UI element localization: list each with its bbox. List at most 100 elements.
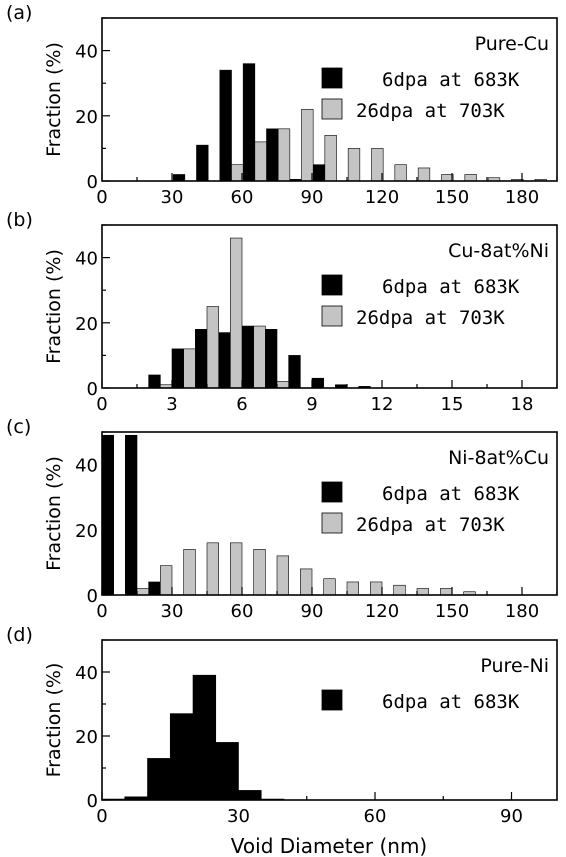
bar-gray bbox=[393, 584, 406, 596]
y-axis-label: Fraction (%) bbox=[43, 249, 65, 364]
legend-label: 26dpa at 703K bbox=[356, 307, 505, 329]
bar-black bbox=[169, 713, 194, 801]
bar-gray bbox=[276, 555, 289, 596]
bar-black bbox=[218, 332, 231, 389]
x-tick-label: 18 bbox=[511, 394, 534, 415]
bar-gray bbox=[324, 135, 337, 182]
bar-gray bbox=[300, 568, 313, 596]
x-tick-label: 120 bbox=[365, 187, 399, 208]
plot-frame bbox=[101, 224, 558, 389]
y-tick-label: 40 bbox=[75, 42, 98, 63]
y-tick-label: 0 bbox=[87, 172, 98, 193]
y-tick-label: 20 bbox=[75, 521, 98, 542]
y-axis-label: Fraction (%) bbox=[43, 663, 65, 778]
y-axis-label: Fraction (%) bbox=[43, 42, 65, 157]
bar-gray bbox=[276, 381, 289, 389]
bar-black bbox=[219, 69, 232, 182]
legend-label: 6dpa at 683K bbox=[382, 276, 520, 298]
legend-swatch bbox=[321, 67, 343, 89]
plot-frame bbox=[101, 639, 558, 801]
bar-gray bbox=[230, 237, 243, 389]
x-tick-label: 0 bbox=[96, 601, 107, 622]
bar-gray bbox=[417, 167, 431, 182]
bar-black bbox=[148, 374, 161, 389]
bar-gray bbox=[254, 141, 267, 182]
x-tick-label: 12 bbox=[371, 394, 394, 415]
y-tick-label: 0 bbox=[87, 791, 98, 812]
material-title: Pure-Ni bbox=[480, 655, 549, 677]
bar-gray bbox=[301, 108, 314, 182]
bar-gray bbox=[346, 581, 359, 596]
bar-black bbox=[241, 325, 254, 389]
bar-black bbox=[172, 174, 186, 182]
bar-black bbox=[312, 164, 326, 182]
x-tick-label: 120 bbox=[365, 601, 399, 622]
y-axis-label: Fraction (%) bbox=[43, 456, 65, 571]
material-title: Cu-8at%Ni bbox=[448, 240, 549, 262]
bar-black bbox=[171, 348, 184, 389]
x-tick-label: 150 bbox=[435, 601, 469, 622]
chart-panel-b: 0 3 6 9 12 15 18 0 20 40 Fraction (%) (b) Cu-8at%Ni 6… bbox=[6, 209, 558, 415]
x-tick-label: 60 bbox=[231, 601, 254, 622]
bar-gray bbox=[347, 148, 361, 182]
x-axis-label: Void Diameter (nm) bbox=[231, 834, 427, 857]
bar-black bbox=[192, 674, 217, 801]
x-tick-label: 30 bbox=[161, 601, 184, 622]
bar-gray bbox=[464, 174, 477, 182]
legend-label: 6dpa at 683K bbox=[382, 69, 520, 91]
x-tick-label: 0 bbox=[96, 187, 107, 208]
legend-swatch bbox=[321, 98, 343, 120]
y-tick-label: 20 bbox=[75, 107, 98, 128]
bar-black bbox=[147, 758, 171, 801]
bar-gray bbox=[230, 542, 243, 596]
x-tick-label: 180 bbox=[505, 187, 539, 208]
legend-swatch bbox=[321, 481, 343, 503]
panel-label: (a) bbox=[6, 2, 32, 24]
bar-black bbox=[238, 790, 262, 801]
bar-gray bbox=[206, 542, 219, 596]
x-tick-label: 15 bbox=[441, 394, 464, 415]
y-tick-label: 20 bbox=[75, 314, 98, 335]
legend-label: 6dpa at 683K bbox=[382, 483, 520, 505]
legend-label: 26dpa at 703K bbox=[356, 100, 505, 122]
x-tick-label: 6 bbox=[236, 394, 247, 415]
bar-gray bbox=[394, 164, 407, 182]
material-title: Ni-8at%Cu bbox=[448, 447, 549, 469]
plot-frame bbox=[101, 431, 558, 596]
legend-swatch bbox=[321, 305, 343, 327]
material-title: Pure-Cu bbox=[475, 33, 549, 55]
x-tick-label: 180 bbox=[505, 601, 539, 622]
y-tick-label: 0 bbox=[87, 586, 98, 607]
bar-gray bbox=[183, 549, 196, 596]
bar-black bbox=[215, 742, 239, 801]
bar-gray bbox=[136, 588, 149, 596]
bar-gray bbox=[253, 325, 266, 389]
bar-gray bbox=[370, 581, 383, 596]
chart-panel-d: 0 30 60 90 0 20 40 Fraction (%) (d) Pure-Ni 6dpa a… bbox=[6, 624, 558, 857]
chart-panel-a: 0 30 60 90 120 150 180 0 20 40 Fraction (%) (a) Pure… bbox=[6, 2, 558, 208]
y-tick-label: 20 bbox=[75, 727, 98, 748]
bar-black bbox=[196, 144, 209, 182]
bar-black bbox=[148, 581, 161, 596]
bar-gray bbox=[323, 578, 336, 596]
y-tick-label: 40 bbox=[75, 249, 98, 270]
panel-label: (c) bbox=[6, 416, 31, 438]
x-tick-label: 60 bbox=[364, 806, 387, 827]
x-tick-label: 150 bbox=[435, 187, 469, 208]
panel-label: (b) bbox=[6, 209, 33, 231]
chart-panel-c: 0 30 60 90 120 150 180 0 20 40 Fraction (%) (c) Ni-8… bbox=[6, 416, 558, 622]
bar-black bbox=[242, 63, 256, 182]
bar-black bbox=[311, 377, 324, 389]
x-tick-label: 0 bbox=[96, 394, 107, 415]
legend-swatch bbox=[321, 512, 343, 534]
bar-black bbox=[101, 434, 114, 596]
bar-black bbox=[125, 434, 138, 596]
y-tick-label: 40 bbox=[75, 663, 98, 684]
x-tick-label: 30 bbox=[227, 806, 250, 827]
bar-gray bbox=[160, 565, 173, 596]
x-tick-label: 0 bbox=[96, 806, 107, 827]
x-tick-label: 3 bbox=[166, 394, 177, 415]
bar-gray bbox=[206, 306, 219, 389]
bar-gray bbox=[277, 128, 291, 182]
